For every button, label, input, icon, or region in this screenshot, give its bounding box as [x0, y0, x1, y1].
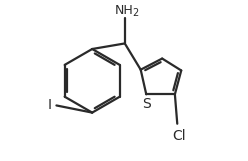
Text: S: S	[142, 97, 151, 111]
Text: NH: NH	[115, 4, 134, 17]
Text: I: I	[48, 98, 52, 112]
Text: Cl: Cl	[172, 128, 186, 142]
Text: 2: 2	[132, 8, 139, 18]
